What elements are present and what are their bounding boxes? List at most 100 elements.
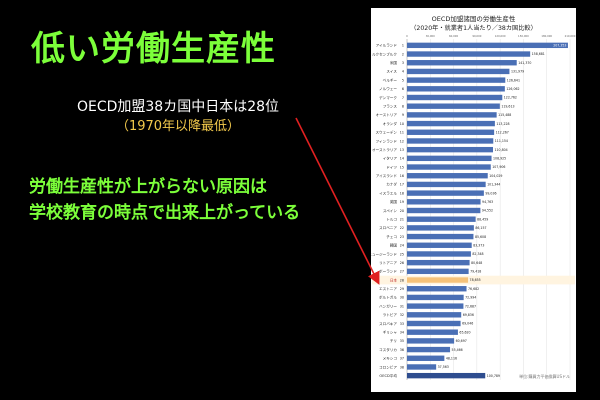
bar-オーストラリア: [407, 146, 494, 153]
value-label: 119,613: [501, 104, 514, 108]
country-label: ルクセンブルク: [372, 51, 397, 56]
rank-label: 30: [400, 296, 404, 300]
value-label: 79,418: [470, 270, 481, 274]
rank-label: 34: [400, 330, 404, 334]
rank-label: 28: [400, 278, 404, 282]
rank-label: 23: [400, 235, 404, 239]
country-label: OECD平均: [379, 373, 397, 378]
bar-ギリシャ: [407, 329, 458, 335]
country-label: ドイツ: [386, 165, 397, 169]
value-label: 76,682: [468, 287, 479, 291]
bar-チリ: [407, 338, 455, 344]
bar-オランダ: [407, 120, 495, 127]
arrow-line: [295, 117, 380, 285]
bar-ポーランド: [407, 268, 469, 275]
country-label: イスラエル: [379, 190, 397, 195]
bar-ハンガリー: [407, 303, 464, 309]
value-label: 113,228: [496, 122, 509, 126]
cause-statement-line1: 労働生産性が上がらない原因は: [29, 177, 267, 197]
bar-日本: [407, 277, 469, 283]
country-label: チェコ: [386, 234, 397, 239]
value-label: 122,762: [504, 96, 517, 100]
bar-ラトビア: [407, 312, 462, 318]
slide-title: 低い労働生産性: [31, 29, 276, 69]
bar-コスタリカ: [407, 346, 451, 353]
bar-英国: [407, 199, 481, 205]
value-label: 83,373: [473, 243, 484, 247]
rank-label: 11: [400, 131, 404, 135]
value-label: 110,804: [495, 148, 508, 152]
country-label: ノルウェー: [379, 86, 397, 91]
rank-label: 37: [400, 357, 404, 361]
japan-rank-note: OECD加盟38カ国中日本は28位: [76, 99, 280, 115]
country-label: スイス: [386, 69, 397, 74]
bar-OECD平均: [407, 372, 486, 379]
value-label: 101,344: [487, 183, 500, 187]
rank-label: 12: [400, 139, 404, 143]
value-label: 207,353: [553, 44, 566, 48]
rank-label: 2: [402, 52, 404, 56]
bar-ニュージーランド: [407, 251, 471, 257]
value-label: 69,836: [463, 313, 474, 317]
rank-label: 10: [400, 122, 404, 126]
x-tick-label: 120,000: [495, 34, 506, 38]
x-tick-label: 60,000: [449, 34, 458, 38]
value-label: 72,687: [465, 304, 476, 308]
country-label: ニュージーランド: [371, 251, 397, 256]
value-label: 126,641: [507, 78, 520, 82]
rank-label: 14: [400, 157, 404, 161]
chart-panel: 0 30,000 60,000 90,000 120,000 150,000 180,000…: [371, 8, 576, 392]
value-label: 112,267: [496, 130, 509, 134]
bar-メキシコ: [407, 355, 445, 361]
country-label: デンマーク: [379, 95, 397, 100]
value-label: 100,789: [487, 374, 500, 378]
value-label: 111,154: [495, 139, 508, 143]
rank-label: 20: [400, 209, 404, 213]
rank-label: 35: [400, 339, 404, 343]
rank-label: 8: [402, 104, 404, 108]
bar-スイス: [407, 68, 510, 75]
rank-label: 38: [400, 365, 404, 369]
chart-subtitle: （2020年・就業者1人当たり／38カ国比較）: [410, 25, 537, 32]
country-label: エストニア: [379, 286, 397, 291]
productivity-bar-chart: 0 30,000 60,000 90,000 120,000 150,000 180,000…: [371, 34, 576, 380]
rank-label: 18: [400, 191, 404, 195]
bar-イタリア: [407, 155, 492, 162]
value-label: 72,994: [465, 296, 476, 300]
country-label: チリ: [390, 338, 397, 343]
rank-label: 13: [400, 148, 404, 152]
japan-rank-subnote: （1970年以降最低）: [115, 119, 241, 134]
country-label: スロベニア: [379, 225, 397, 230]
country-label: オーストラリア: [372, 147, 397, 152]
country-label: 韓国: [390, 243, 398, 248]
x-tick-label: 180,000: [541, 34, 552, 38]
country-label: イタリア: [383, 156, 398, 161]
chart-source-note: 単位:購買力平価換算USドル: [519, 374, 570, 379]
bar-スペイン: [407, 207, 481, 214]
x-tick-label: 30,000: [426, 34, 435, 38]
bar-コロンビア: [407, 364, 437, 370]
value-label: 69,046: [462, 322, 473, 326]
value-label: 86,157: [475, 226, 486, 230]
value-label: 141,370: [518, 61, 531, 65]
bar-フィンランド: [407, 138, 494, 144]
country-label: コロンビア: [379, 364, 397, 369]
rank-label: 24: [400, 244, 404, 248]
country-label: ベルギー: [383, 77, 398, 82]
country-label: ポーランド: [379, 269, 397, 274]
rank-label: 36: [400, 348, 404, 352]
x-tick-label: 0: [406, 34, 408, 38]
highlight-row-bg: [372, 275, 575, 285]
rank-label: 16: [400, 174, 404, 178]
value-label: 82,348: [472, 252, 483, 256]
country-label: ポルトガル: [379, 295, 397, 300]
bar-イスラエル: [407, 190, 484, 196]
country-label: ハンガリー: [379, 303, 397, 308]
x-tick-label: 90,000: [472, 34, 481, 38]
bar-ベルギー: [407, 77, 506, 83]
country-label: ラトビア: [383, 312, 398, 317]
country-label: オランダ: [383, 121, 398, 126]
country-label: トルコ: [386, 217, 397, 221]
bar-トルコ: [407, 216, 476, 222]
value-label: 131,979: [511, 70, 524, 74]
